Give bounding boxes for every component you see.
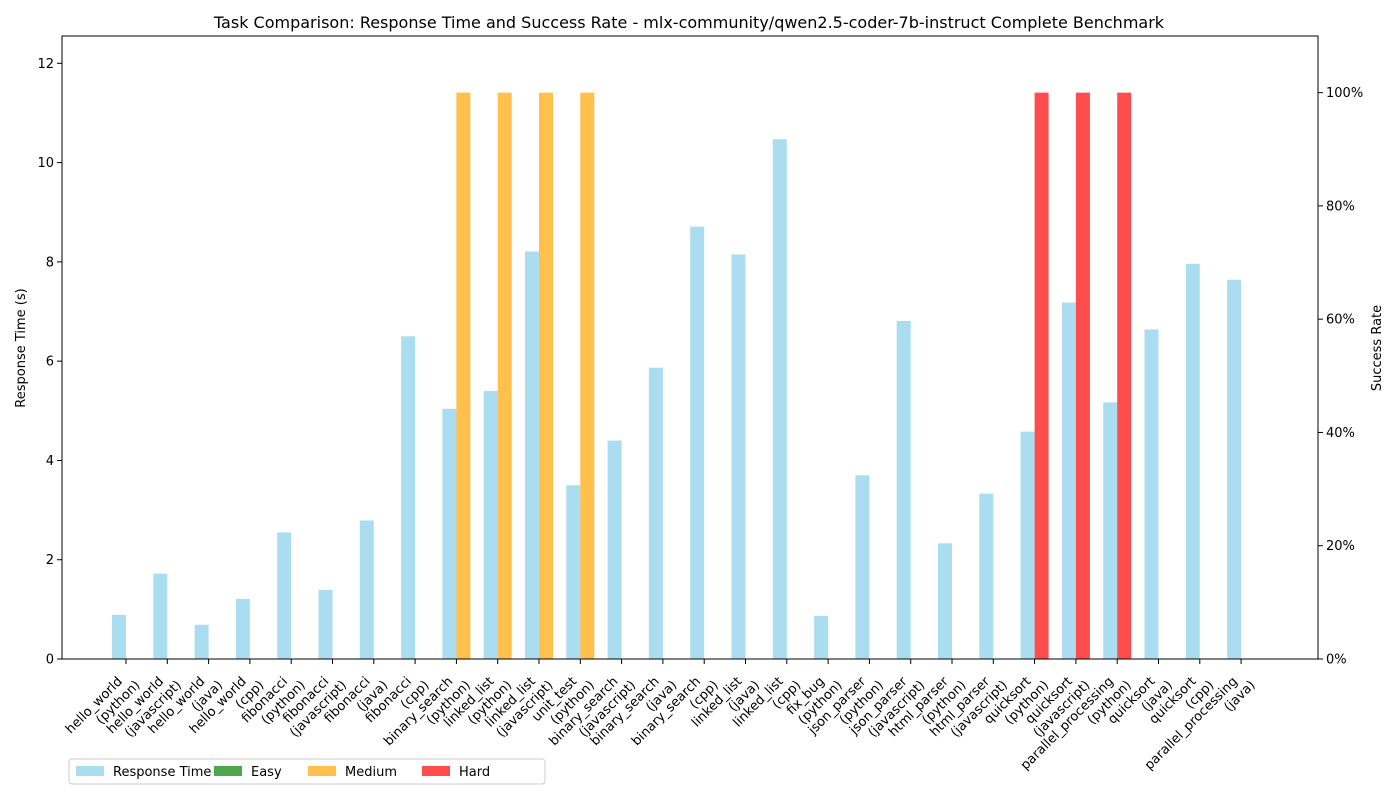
- response-time-bar: [855, 475, 870, 659]
- response-time-bar: [938, 543, 952, 659]
- success-rate-bar: [497, 92, 512, 660]
- response-time-bar: [112, 614, 126, 659]
- response-time-bar: [483, 390, 498, 659]
- response-time-bar: [814, 615, 829, 659]
- y-tick-label: 0: [46, 653, 54, 668]
- success-rate-bar: [580, 92, 595, 660]
- response-time-bar: [1103, 402, 1118, 659]
- legend-label: Hard: [459, 765, 490, 780]
- response-time-bar: [401, 336, 416, 659]
- plot-frame: [61, 35, 1319, 660]
- y2-tick-label: 40%: [1326, 426, 1355, 441]
- legend-swatch: [308, 766, 336, 776]
- response-time-bar: [194, 624, 209, 659]
- response-time-bar: [1144, 329, 1159, 659]
- response-time-bar: [731, 254, 746, 660]
- response-time-bar: [153, 573, 168, 659]
- y-tick-label: 6: [46, 355, 54, 370]
- y-axis-label: Response Time (s): [14, 288, 29, 407]
- response-time-bar: [1185, 263, 1200, 659]
- response-time-bar: [318, 589, 333, 659]
- y-tick-label: 8: [46, 255, 54, 270]
- success-rate-bar: [1075, 92, 1090, 660]
- plot-area: 0246810120%20%40%60%80%100%hello_world(p…: [37, 35, 1363, 773]
- legend-box: [68, 758, 546, 785]
- y2-tick-label: 60%: [1326, 313, 1355, 328]
- response-time-bar: [648, 367, 663, 659]
- legend-swatch: [422, 766, 450, 776]
- y-tick-label: 10: [37, 156, 54, 171]
- y2-tick-label: 80%: [1326, 199, 1355, 214]
- response-time-bar: [1020, 431, 1035, 659]
- response-time-bar: [235, 598, 250, 659]
- response-time-bar: [772, 139, 787, 660]
- response-time-bar: [359, 520, 374, 659]
- response-time-bar: [525, 251, 539, 659]
- legend-label: Medium: [345, 765, 397, 780]
- response-time-bar: [277, 532, 292, 659]
- success-rate-bar: [1117, 92, 1132, 660]
- y-tick-label: 2: [46, 553, 54, 568]
- response-time-bar: [442, 408, 457, 659]
- y-tick-label: 4: [46, 454, 54, 469]
- y2-tick-label: 0%: [1326, 653, 1347, 668]
- response-time-bar: [979, 493, 994, 659]
- success-rate-bar: [456, 92, 471, 660]
- chart-title: Task Comparison: Response Time and Succe…: [213, 13, 1165, 32]
- legend-swatch: [214, 766, 242, 776]
- y2-tick-label: 20%: [1326, 539, 1355, 554]
- y2-tick-label: 100%: [1326, 86, 1363, 101]
- response-time-bar: [1061, 302, 1076, 659]
- response-time-bar: [607, 440, 622, 659]
- response-time-bar: [566, 485, 581, 659]
- legend-label: Response Time: [113, 765, 211, 780]
- legend-swatch: [76, 766, 104, 776]
- response-time-bar: [896, 320, 911, 659]
- legend: Response Time Easy Medium Hard: [68, 758, 546, 785]
- y2-axis-label: Success Rate: [1370, 305, 1385, 391]
- legend-label: Easy: [251, 765, 282, 780]
- success-rate-bar: [539, 92, 553, 660]
- response-time-bar: [1227, 279, 1242, 659]
- y-tick-label: 12: [37, 57, 54, 72]
- response-time-bar: [690, 226, 705, 659]
- success-rate-bar: [1034, 92, 1049, 660]
